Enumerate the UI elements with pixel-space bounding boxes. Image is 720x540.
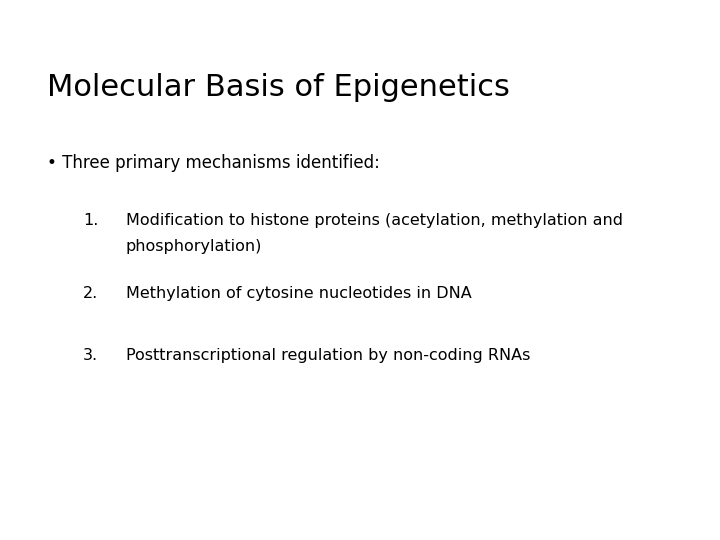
Text: 3.: 3. — [83, 348, 98, 363]
Text: phosphorylation): phosphorylation) — [126, 239, 262, 254]
Text: Posttranscriptional regulation by non-coding RNAs: Posttranscriptional regulation by non-co… — [126, 348, 531, 363]
Text: Molecular Basis of Epigenetics: Molecular Basis of Epigenetics — [47, 73, 510, 102]
Text: 2.: 2. — [83, 286, 98, 301]
Text: • Three primary mechanisms identified:: • Three primary mechanisms identified: — [47, 154, 379, 172]
Text: 1.: 1. — [83, 213, 98, 228]
Text: Modification to histone proteins (acetylation, methylation and: Modification to histone proteins (acetyl… — [126, 213, 623, 228]
Text: Methylation of cytosine nucleotides in DNA: Methylation of cytosine nucleotides in D… — [126, 286, 472, 301]
